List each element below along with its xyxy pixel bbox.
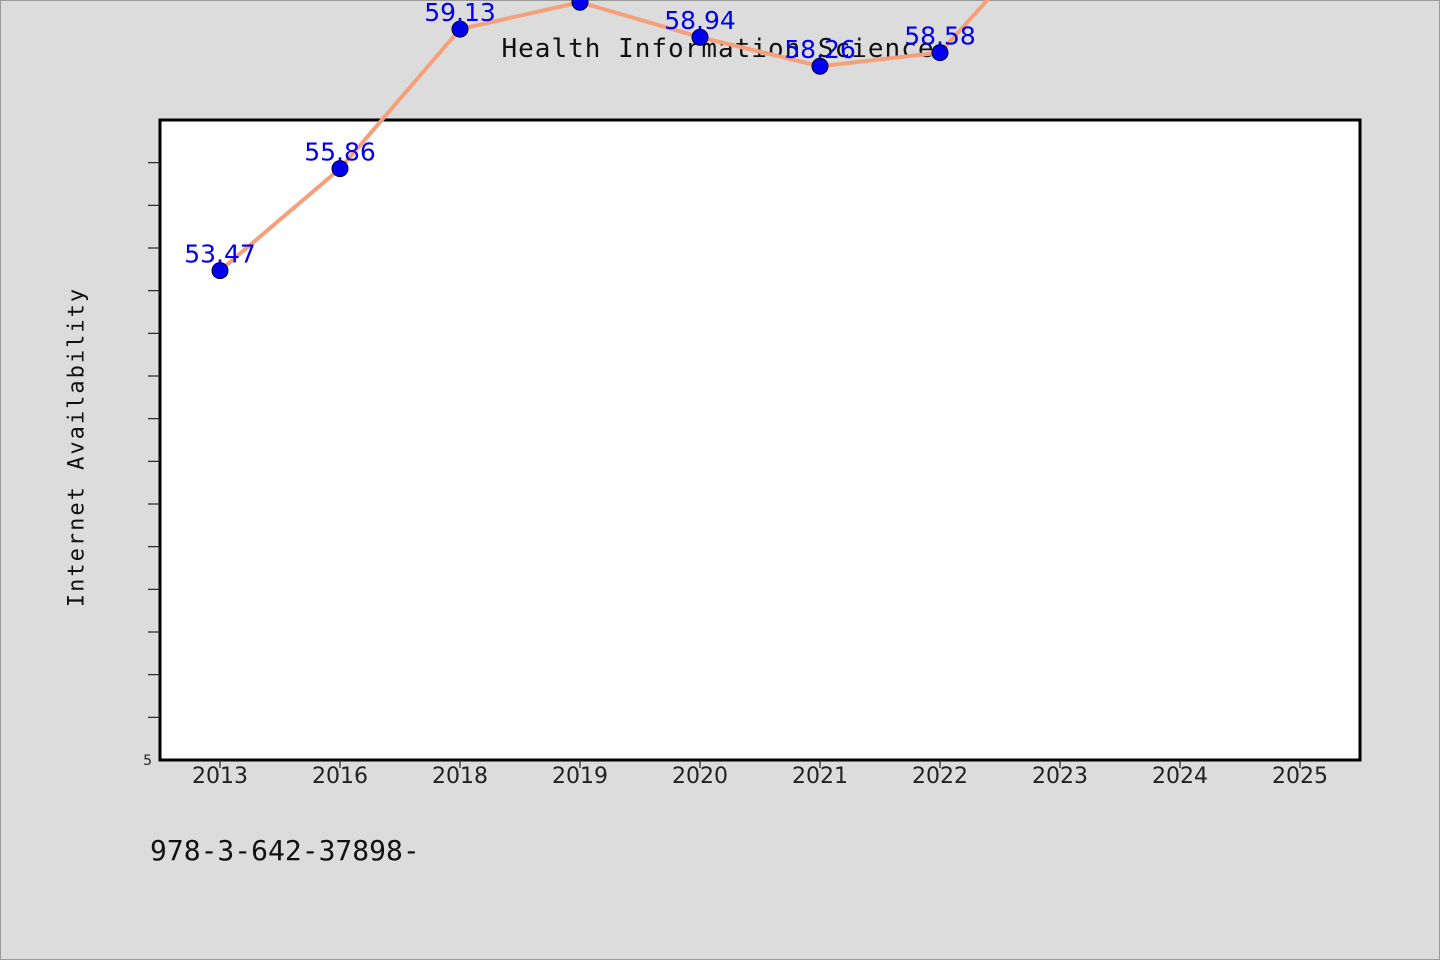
- data-label: 59.13: [424, 0, 496, 27]
- y-tick-label: 5: [143, 753, 152, 769]
- data-point: [211, 262, 229, 280]
- data-point: [811, 57, 829, 75]
- x-tick-label: 2023: [1032, 764, 1088, 789]
- series-line: [218, 0, 991, 273]
- x-tick-label: 2021: [792, 764, 848, 789]
- data-label: 58.94: [664, 6, 736, 35]
- x-tick-label: 2022: [912, 764, 968, 789]
- x-tick-label: 2025: [1272, 764, 1328, 789]
- chart-title: Health Information Science: [501, 34, 935, 64]
- x-tick-label: 2024: [1152, 764, 1208, 789]
- x-tick-label: 2016: [312, 764, 368, 789]
- footer-text: 978-3-642-37898-: [150, 834, 420, 867]
- x-tick-label: 2020: [672, 764, 728, 789]
- x-tick-label: 2013: [192, 764, 248, 789]
- x-tick-label: 2018: [432, 764, 488, 789]
- x-tick-label: 2019: [552, 764, 608, 789]
- data-label: 58.58: [904, 22, 976, 51]
- data-point: [691, 28, 709, 46]
- data-label: 55.86: [304, 138, 376, 167]
- data-label: 53.47: [184, 240, 256, 269]
- data-point: [931, 44, 949, 62]
- data-point: [571, 0, 589, 11]
- plot-area: [158, 118, 1362, 762]
- data-point: [451, 20, 469, 38]
- data-label: 58.26: [784, 35, 856, 64]
- data-point: [331, 160, 349, 178]
